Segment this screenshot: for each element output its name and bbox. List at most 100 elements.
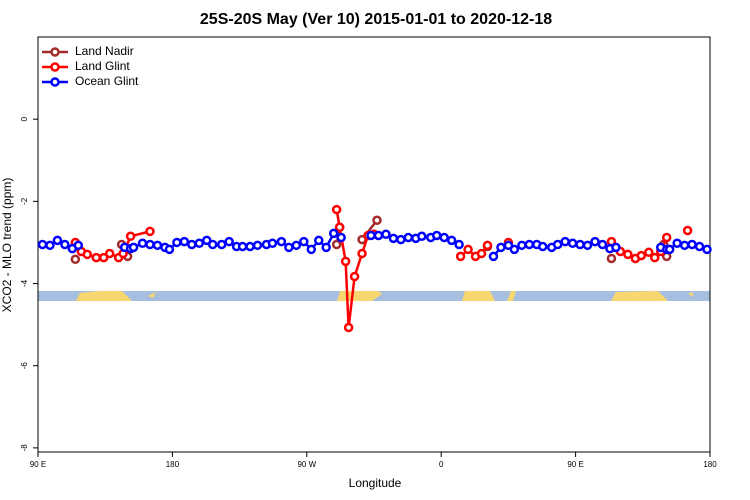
- data-point: [137, 238, 148, 249]
- data-point: [267, 238, 278, 249]
- data-point: [488, 251, 499, 262]
- data-point: [52, 235, 63, 246]
- data-point: [702, 244, 712, 255]
- data-point: [679, 240, 690, 251]
- y-tick-label: -2: [20, 197, 29, 205]
- data-point: [552, 239, 563, 250]
- data-point: [672, 238, 682, 249]
- data-point: [575, 239, 585, 250]
- data-point: [331, 204, 342, 215]
- data-point: [623, 249, 633, 260]
- y-tick-label: -4: [20, 279, 29, 287]
- data-point: [340, 256, 351, 267]
- data-point: [417, 231, 427, 242]
- data-point: [276, 236, 287, 247]
- data-point: [664, 244, 675, 255]
- data-point: [45, 240, 55, 251]
- data-point: [245, 241, 255, 252]
- data-point: [91, 252, 101, 263]
- data-point: [582, 240, 593, 251]
- y-axis-label: XCO2 - MLO trend (ppm): [0, 178, 14, 313]
- data-point: [373, 230, 384, 241]
- data-point: [284, 242, 294, 253]
- data-point: [82, 249, 93, 260]
- data-point: [179, 236, 190, 247]
- legend-marker: [50, 62, 60, 72]
- data-point: [482, 240, 493, 251]
- chart-title: 25S-20S May (Ver 10) 2015-01-01 to 2020-…: [200, 11, 552, 28]
- data-point: [98, 252, 109, 263]
- data-point: [343, 322, 354, 333]
- data-point: [597, 239, 608, 250]
- legend-label: Land Nadir: [75, 44, 134, 58]
- data-point: [446, 235, 457, 246]
- data-point: [463, 244, 473, 255]
- data-point: [152, 240, 163, 251]
- data-point: [687, 239, 697, 250]
- data-point: [567, 238, 578, 249]
- data-point: [145, 239, 155, 250]
- data-point: [306, 244, 317, 255]
- data-point: [388, 233, 399, 244]
- y-tick-label: 0: [20, 116, 29, 121]
- data-point: [682, 225, 693, 236]
- x-tick-label: 180: [703, 460, 717, 469]
- data-point: [187, 239, 197, 250]
- y-tick-label: -6: [20, 362, 29, 370]
- x-tick-label: 90 W: [297, 460, 316, 469]
- data-point: [194, 238, 205, 249]
- data-point: [357, 248, 367, 259]
- data-point: [524, 239, 535, 250]
- data-point: [517, 240, 527, 251]
- data-point: [455, 251, 466, 262]
- data-point: [606, 253, 617, 264]
- data-point: [381, 229, 391, 239]
- data-point: [145, 226, 155, 237]
- x-tick-label: 0: [439, 460, 444, 469]
- data-point: [164, 244, 175, 255]
- data-point: [237, 241, 248, 252]
- x-tick-label: 90 E: [30, 460, 46, 469]
- land-strip: [76, 291, 694, 301]
- data-point: [349, 271, 360, 282]
- data-point: [73, 240, 84, 251]
- data-point: [454, 239, 464, 250]
- data-point: [104, 248, 115, 259]
- data-point: [694, 241, 705, 252]
- data-point: [336, 232, 346, 243]
- data-point: [661, 232, 672, 243]
- data-point: [403, 232, 414, 243]
- x-tick-label: 180: [166, 460, 180, 469]
- x-axis-label: Longitude: [349, 476, 402, 490]
- data-point: [431, 230, 442, 241]
- data-point: [649, 252, 660, 263]
- data-point: [496, 242, 506, 253]
- legend-label: Ocean Glint: [75, 74, 139, 88]
- data-point: [60, 239, 70, 250]
- map-strip: [38, 291, 710, 301]
- data-point: [396, 234, 406, 245]
- data-point: [207, 239, 218, 250]
- y-tick-label: -8: [20, 444, 29, 452]
- data-point: [590, 236, 600, 247]
- legend-marker: [50, 77, 60, 87]
- data-point: [560, 236, 570, 247]
- data-point: [172, 237, 182, 248]
- data-point: [299, 236, 309, 247]
- data-point: [334, 222, 345, 232]
- data-point: [509, 244, 520, 255]
- data-point: [70, 254, 81, 265]
- data-point: [644, 247, 654, 258]
- data-point: [216, 239, 227, 250]
- data-point: [313, 235, 324, 246]
- data-point: [537, 241, 548, 252]
- data-point: [291, 240, 302, 251]
- data-point: [372, 215, 382, 226]
- data-point: [611, 242, 621, 253]
- data-point: [366, 230, 376, 241]
- data-point: [128, 242, 139, 253]
- data-point: [321, 242, 331, 253]
- data-point: [636, 250, 647, 261]
- data-point: [439, 232, 449, 243]
